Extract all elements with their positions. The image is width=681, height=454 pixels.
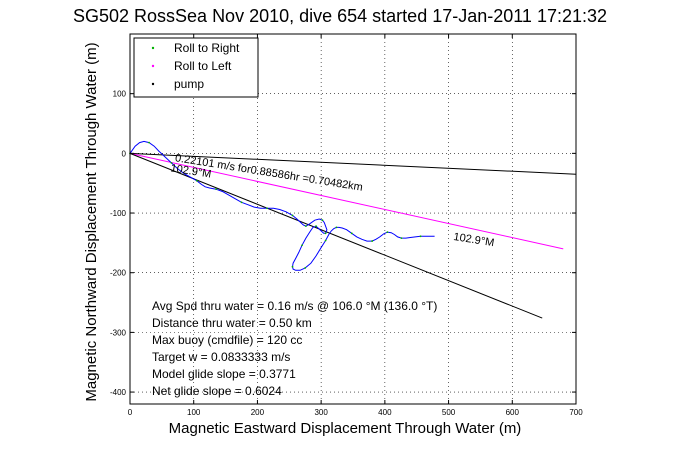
- data-point: [240, 201, 243, 204]
- legend-entry: pump: [174, 77, 204, 91]
- legend-entry: Roll to Left: [174, 59, 232, 73]
- x-tick-label: 100: [187, 408, 201, 417]
- y-tick-label: -400: [110, 388, 127, 397]
- legend-marker: [151, 46, 155, 50]
- x-tick-label: 400: [378, 408, 392, 417]
- data-point: [400, 237, 403, 239]
- stat-line: Net glide slope = 0.6024: [152, 384, 282, 398]
- data-point: [386, 231, 389, 234]
- stats-block: Avg Spd thru water = 0.16 m/s @ 106.0 °M…: [152, 299, 437, 398]
- chart-title: SG502 RossSea Nov 2010, dive 654 started…: [73, 6, 607, 26]
- y-tick-label: -100: [110, 209, 127, 218]
- y-tick-label: 100: [113, 90, 127, 99]
- y-tick-label: -200: [110, 269, 127, 278]
- grid-lines: [130, 34, 576, 404]
- x-tick-label: 0: [128, 408, 133, 417]
- data-point: [371, 240, 374, 242]
- data-point: [304, 225, 307, 228]
- data-point: [301, 244, 303, 247]
- y-tick-label: -300: [110, 328, 127, 337]
- data-point: [196, 179, 198, 182]
- y-tick-label: 0: [122, 149, 127, 158]
- x-tick-label: 300: [314, 408, 328, 417]
- legend-marker: [151, 64, 155, 68]
- reference-line-heading-magenta: [129, 152, 564, 250]
- y-axis-label: Magnetic Northward Displacement Through …: [83, 42, 100, 401]
- data-point: [148, 141, 151, 144]
- x-axis-label: Magnetic Eastward Displacement Through W…: [169, 420, 522, 437]
- plot-frame: [129, 33, 577, 405]
- data-point: [170, 162, 173, 164]
- data-point: [291, 214, 294, 217]
- data-point: [304, 267, 307, 269]
- data-point: [266, 207, 268, 210]
- stat-line: Distance thru water = 0.50 km: [152, 316, 312, 330]
- data-point: [335, 226, 338, 229]
- reference-line-heading-black: [129, 152, 543, 319]
- x-tick-label: 600: [506, 408, 520, 417]
- stat-line: Target w = 0.0833333 m/s: [152, 350, 290, 364]
- data-point: [215, 188, 217, 191]
- stat-line: Max buoy (cmdfile) = 120 cc: [152, 333, 302, 347]
- stat-line: Model glide slope = 0.3771: [152, 367, 296, 381]
- data-point: [324, 239, 327, 242]
- stat-line: Avg Spd thru water = 0.16 m/s @ 106.0 °M…: [152, 299, 437, 313]
- data-point: [321, 219, 324, 222]
- legend-entry: Roll to Right: [174, 41, 240, 55]
- data-point: [350, 232, 353, 235]
- legend-box: [133, 37, 259, 98]
- series-line-track: [129, 140, 435, 271]
- legend-marker: [151, 82, 155, 86]
- data-point: [324, 232, 327, 235]
- data-point: [291, 265, 294, 268]
- x-axis-ticks: 0 100 200 300 400 500 600 700: [128, 34, 583, 417]
- reference-line-current: [129, 152, 577, 175]
- legend: Roll to Right Roll to Left pump: [133, 37, 259, 98]
- x-tick-label: 700: [569, 408, 583, 417]
- x-tick-label: 200: [251, 408, 265, 417]
- data-point: [419, 235, 422, 238]
- data-point: [315, 225, 317, 228]
- y-axis-ticks: -400 -300 -200 -100 0 100: [110, 90, 576, 397]
- x-tick-label: 500: [442, 408, 456, 417]
